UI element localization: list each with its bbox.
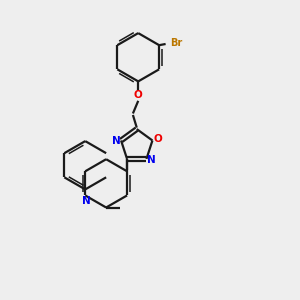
Text: O: O xyxy=(153,134,162,144)
Text: N: N xyxy=(147,154,155,164)
Text: N: N xyxy=(82,196,91,206)
Text: N: N xyxy=(112,136,120,146)
Text: O: O xyxy=(133,90,142,100)
Text: Br: Br xyxy=(170,38,183,48)
